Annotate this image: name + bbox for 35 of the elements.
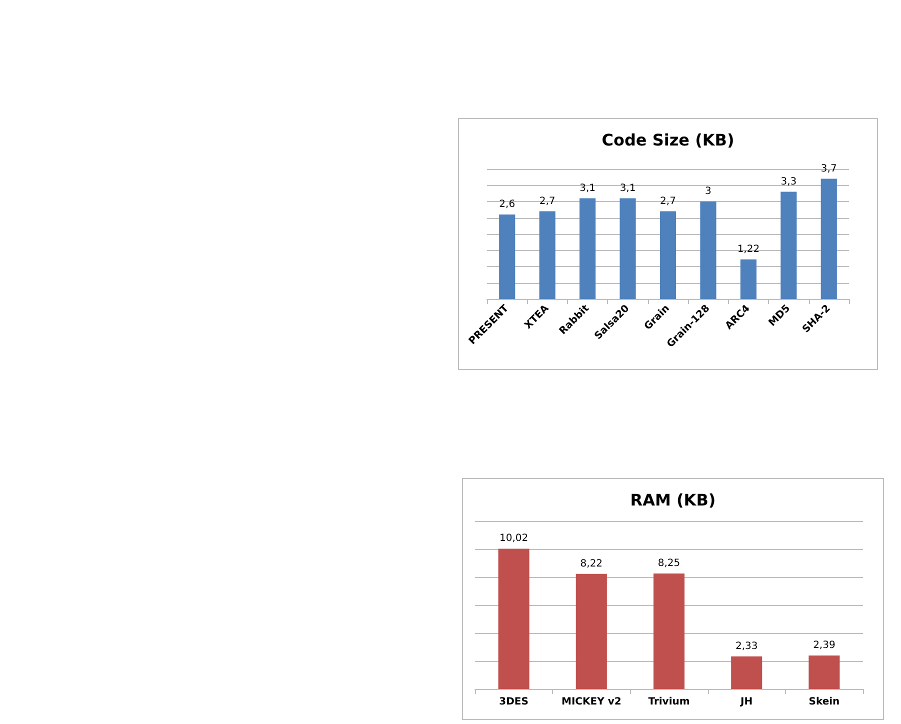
chart-title: RAM (KB) <box>630 490 716 510</box>
bar <box>576 574 607 689</box>
x-tick-label: MICKEY v2 <box>562 696 622 708</box>
chart-title: Code Size (KB) <box>602 130 734 150</box>
bar <box>731 656 762 689</box>
bar <box>740 259 756 299</box>
data-label: 3,7 <box>820 163 837 174</box>
x-tick-label: Skein <box>808 696 840 708</box>
data-label: 3,1 <box>620 182 636 194</box>
bar <box>820 178 837 299</box>
bar <box>498 548 530 689</box>
data-label: 3,1 <box>580 182 596 194</box>
data-label: 1,22 <box>737 244 760 255</box>
bar <box>499 214 516 299</box>
bar <box>539 211 556 299</box>
bar <box>780 192 797 299</box>
bar <box>620 198 636 299</box>
bar <box>808 656 840 689</box>
data-label: 2,33 <box>735 640 758 652</box>
x-tick-label: Trivium <box>648 696 690 708</box>
x-tick-label: 3DES <box>499 696 528 708</box>
x-tick-label: JH <box>740 696 753 708</box>
data-label: 10,02 <box>499 533 528 544</box>
data-label: 8,25 <box>658 558 680 569</box>
bar <box>653 574 685 689</box>
data-label: 2,6 <box>499 199 516 210</box>
data-label: 2,39 <box>813 640 836 652</box>
bar <box>580 198 596 299</box>
data-label: 8,22 <box>580 558 603 570</box>
data-label: 3,3 <box>780 176 797 188</box>
bar <box>700 202 716 299</box>
data-label: 2,7 <box>660 196 676 207</box>
bar <box>660 211 676 299</box>
data-label: 2,7 <box>539 196 556 207</box>
data-label: 3 <box>705 186 712 197</box>
